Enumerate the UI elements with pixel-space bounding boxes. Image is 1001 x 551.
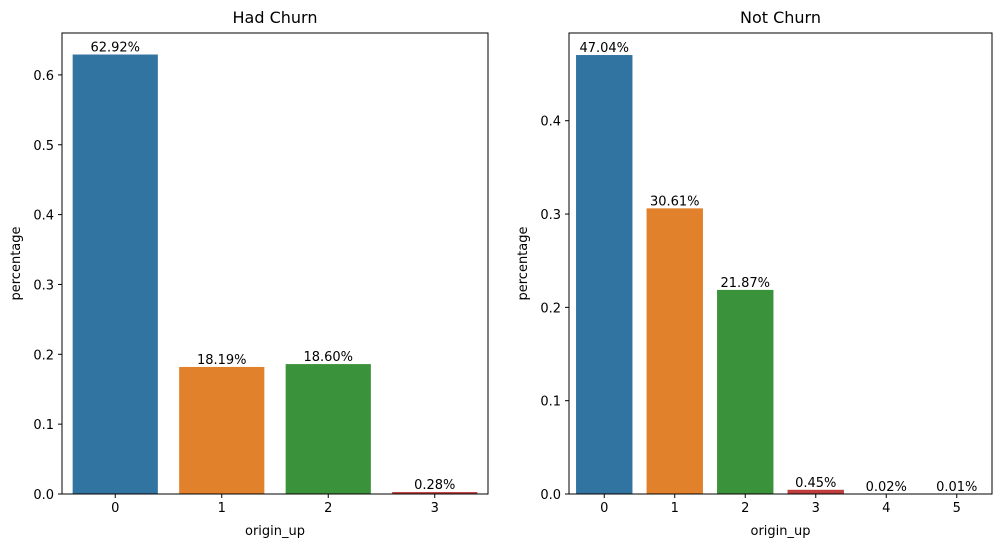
y-tick-label-had-churn-3: 0.3	[33, 278, 54, 293]
data-label-not-churn-1: 30.61%	[650, 194, 700, 209]
x-tick-label-not-churn-5: 5	[953, 501, 961, 516]
data-label-had-churn-1: 18.19%	[197, 353, 247, 368]
x-tick-label-not-churn-3: 3	[812, 501, 820, 516]
bar-not-churn-0	[576, 55, 632, 494]
data-label-not-churn-5: 0.01%	[936, 480, 977, 495]
y-tick-label-had-churn-2: 0.2	[33, 348, 54, 363]
had-churn-y-axis-label: percentage	[9, 226, 24, 300]
y-tick-label-not-churn-2: 0.2	[540, 301, 561, 316]
x-tick-label-had-churn-1: 1	[218, 501, 226, 516]
data-label-not-churn-3: 0.45%	[795, 476, 836, 491]
x-tick-label-had-churn-2: 2	[324, 501, 332, 516]
x-tick-label-had-churn-3: 3	[431, 501, 439, 516]
had-churn-x-axis-label: origin_up	[245, 524, 305, 539]
y-tick-label-had-churn-5: 0.5	[33, 139, 54, 154]
x-tick-label-not-churn-1: 1	[671, 501, 679, 516]
not-churn-title: Not Churn	[740, 8, 821, 27]
y-tick-label-not-churn-0: 0.0	[540, 488, 561, 503]
bar-had-churn-2	[286, 364, 371, 494]
x-tick-label-not-churn-0: 0	[600, 501, 608, 516]
y-tick-label-had-churn-0: 0.0	[33, 488, 54, 503]
data-label-not-churn-4: 0.02%	[866, 480, 907, 495]
data-label-had-churn-0: 62.92%	[90, 41, 140, 56]
y-tick-label-not-churn-1: 0.1	[540, 395, 561, 410]
not-churn-y-axis-label: percentage	[516, 226, 531, 300]
x-tick-label-not-churn-4: 4	[882, 501, 890, 516]
x-tick-label-not-churn-2: 2	[741, 501, 749, 516]
y-tick-label-not-churn-3: 0.3	[540, 208, 561, 223]
y-tick-label-not-churn-4: 0.4	[540, 115, 561, 130]
data-label-not-churn-0: 47.04%	[579, 41, 629, 56]
y-tick-label-had-churn-1: 0.1	[33, 418, 54, 433]
not-churn-panel: 47.04% 30.61% 21.87% 0.45% 0.02% 0.01% 0 1 2 3 4 5 0…	[516, 8, 992, 539]
data-label-not-churn-2: 21.87%	[720, 276, 770, 291]
x-tick-label-had-churn-0: 0	[111, 501, 119, 516]
bar-had-churn-0	[73, 55, 158, 494]
not-churn-x-axis-label: origin_up	[750, 524, 810, 539]
had-churn-panel: 62.92% 18.19% 18.60% 0.28% 0 1 2 3 0.0 0.1 0.2 0.3 0…	[9, 8, 488, 539]
data-label-had-churn-2: 18.60%	[303, 350, 353, 365]
y-tick-label-had-churn-4: 0.4	[33, 209, 54, 224]
y-tick-label-had-churn-6: 0.6	[33, 69, 54, 84]
data-label-had-churn-3: 0.28%	[414, 478, 455, 493]
bar-had-churn-1	[179, 367, 264, 494]
had-churn-title: Had Churn	[233, 8, 318, 27]
bar-not-churn-2	[717, 290, 773, 494]
bar-not-churn-1	[647, 208, 703, 494]
